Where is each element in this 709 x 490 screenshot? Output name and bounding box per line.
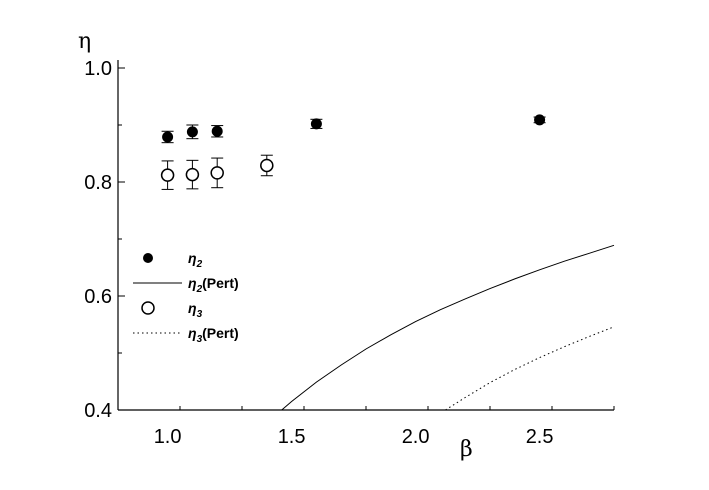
data-point-eta3 [160, 168, 175, 182]
y-tick-label: 0.8 [84, 172, 112, 194]
data-point-eta3 [185, 167, 200, 182]
data-point-eta2 [186, 126, 198, 138]
data-point-eta2 [211, 125, 223, 137]
series-line-eta3-pert [445, 326, 615, 411]
data-point-eta3 [210, 166, 224, 180]
y-axis-label: η [78, 29, 91, 54]
x-tick-label: 1.5 [278, 426, 306, 448]
x-tick-label: 2.5 [526, 426, 554, 448]
legend-label: η3(Pert) [188, 325, 239, 345]
data-point-eta2 [310, 118, 322, 130]
x-tick-label: 1.0 [154, 426, 182, 448]
series-line-eta2-pert [281, 244, 615, 411]
x-tick-label: 2.0 [402, 426, 430, 448]
y-tick-label: 0.6 [84, 286, 112, 308]
ticks: 1.0 1.5 2.0 2.5 0.4 0.6 0.8 1.0 [84, 58, 615, 448]
legend-marker-eta2 [143, 253, 153, 263]
legend-marker-eta3 [141, 301, 155, 315]
data-point-eta3 [260, 158, 274, 173]
legend-label: η2 [188, 250, 203, 270]
x-axis-label: β [460, 437, 473, 462]
data-point-eta2 [534, 114, 546, 126]
y-tick-label: 0.4 [84, 400, 112, 422]
data-point-eta2 [162, 131, 174, 143]
plot-area [160, 114, 615, 411]
axes [117, 60, 614, 411]
legend: η2 η2(Pert) η3 η3(Pert) [133, 250, 239, 345]
legend-label: η2(Pert) [188, 275, 239, 295]
legend-label: η3 [188, 300, 203, 320]
y-tick-label: 1.0 [84, 58, 112, 80]
